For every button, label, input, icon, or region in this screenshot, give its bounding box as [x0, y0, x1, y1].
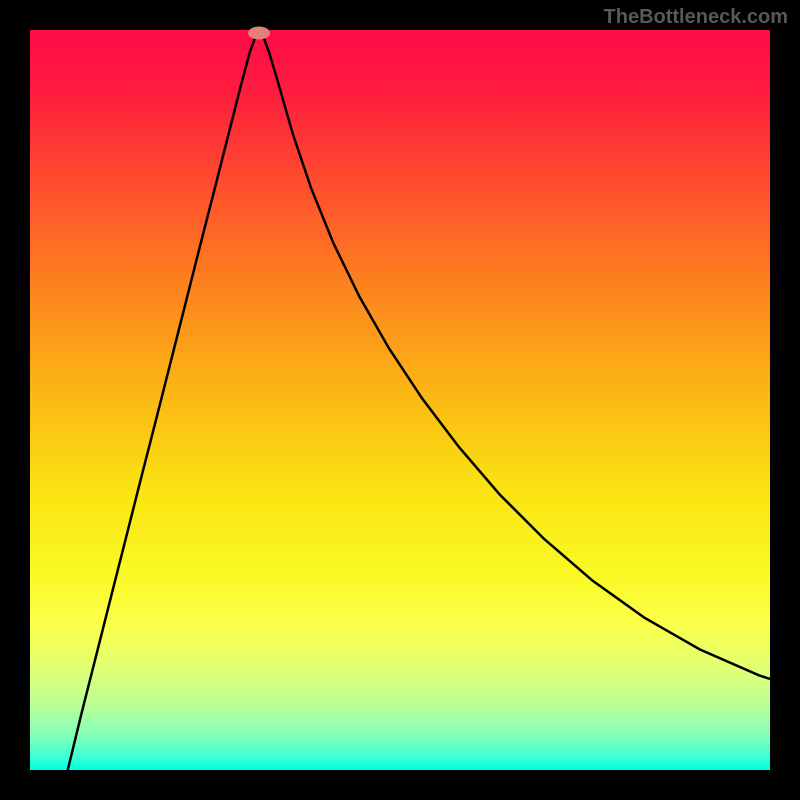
plot-area — [30, 30, 770, 770]
watermark-text: TheBottleneck.com — [604, 6, 788, 29]
optimal-marker — [248, 26, 270, 39]
bottleneck-curve — [30, 30, 770, 770]
curve-path — [68, 33, 770, 770]
